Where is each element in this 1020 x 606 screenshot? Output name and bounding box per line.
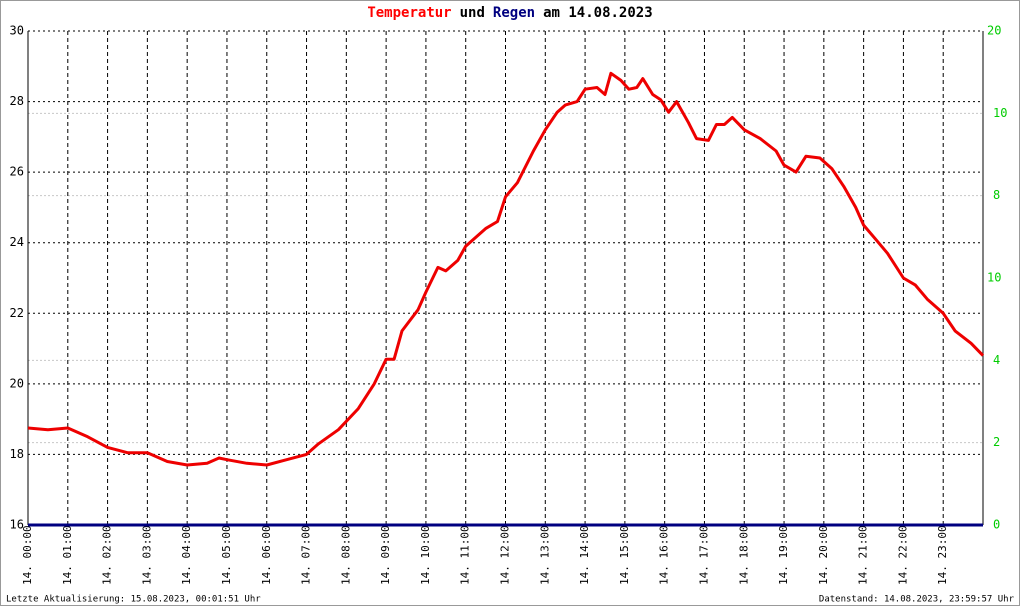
y-tick-label: 24 [10, 235, 24, 249]
x-tick-label: 14. 16:00 [658, 525, 671, 585]
title-part: Regen [493, 5, 535, 21]
x-tick-label: 14. 11:00 [459, 525, 472, 585]
x-tick-label: 14. 02:00 [101, 525, 114, 585]
x-tick-label: 14. 01:00 [61, 525, 74, 585]
y-tick-label: 16 [10, 518, 24, 532]
x-tick-label: 14. 21:00 [857, 525, 870, 585]
y3-tick-label: 10 [987, 271, 1001, 285]
x-tick-label: 14. 08:00 [339, 525, 352, 585]
x-tick-label: 14. 03:00 [140, 525, 153, 585]
y-tick-label: 22 [10, 306, 24, 320]
x-tick-label: 14. 13:00 [538, 525, 551, 585]
y2-tick-label: 0 [993, 518, 1000, 532]
series-line [27, 71, 985, 467]
y-tick-label: 30 [10, 24, 24, 38]
x-tick-label: 14. 10:00 [419, 525, 432, 585]
x-tick-label: 14. 19:00 [777, 525, 790, 585]
footer-right: Datenstand: 14.08.2023, 23:59:57 Uhr [819, 595, 1015, 605]
title-part: und [460, 5, 485, 21]
x-tick-label: 14. 00:00 [21, 525, 34, 585]
y-tick-label: 20 [10, 376, 24, 390]
y2-tick-label: 8 [993, 188, 1000, 202]
x-tick-label: 14. 05:00 [220, 525, 233, 585]
x-tick-label: 14. 15:00 [618, 525, 631, 585]
y2-tick-label: 10 [993, 106, 1007, 120]
x-tick-label: 14. 17:00 [697, 525, 710, 585]
x-tick-label: 14. 09:00 [379, 525, 392, 585]
x-tick-label: 14. 04:00 [180, 525, 193, 585]
title-part: am 14.08.2023 [543, 5, 653, 21]
x-tick-label: 14. 14:00 [578, 525, 591, 585]
y2-tick-label: 2 [993, 435, 1000, 449]
x-tick-label: 14. 07:00 [300, 525, 313, 585]
footer-left: Letzte Aktualisierung: 15.08.2023, 00:01… [6, 595, 261, 605]
x-tick-label: 14. 12:00 [499, 525, 512, 585]
title-part: Temperatur [367, 5, 451, 21]
y3-tick-label: 20 [987, 24, 1001, 38]
x-tick-label: 14. 23:00 [936, 525, 949, 585]
y-tick-label: 26 [10, 165, 24, 179]
y2-tick-label: 4 [993, 353, 1000, 367]
x-tick-label: 14. 22:00 [896, 525, 909, 585]
x-tick-label: 14. 06:00 [260, 525, 273, 585]
x-tick-label: 14. 20:00 [817, 525, 830, 585]
y-tick-label: 18 [10, 447, 24, 461]
y-tick-label: 28 [10, 94, 24, 108]
x-tick-label: 14. 18:00 [737, 525, 750, 585]
chart-title: Temperatur und Regen am 14.08.2023 [367, 5, 652, 21]
